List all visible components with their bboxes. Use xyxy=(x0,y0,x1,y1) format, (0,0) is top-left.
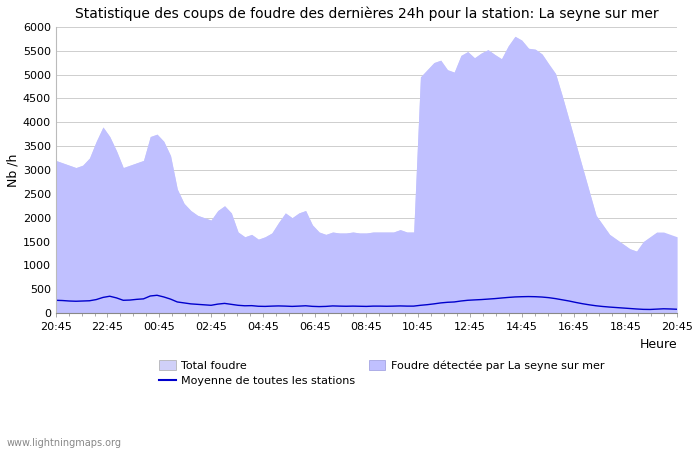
Text: www.lightningmaps.org: www.lightningmaps.org xyxy=(7,438,122,448)
Title: Statistique des coups de foudre des dernières 24h pour la station: La seyne sur : Statistique des coups de foudre des dern… xyxy=(75,7,658,22)
Text: Heure: Heure xyxy=(640,338,677,351)
Legend: Total foudre, Moyenne de toutes les stations, Foudre détectée par La seyne sur m: Total foudre, Moyenne de toutes les stat… xyxy=(155,356,609,390)
Y-axis label: Nb /h: Nb /h xyxy=(7,153,20,187)
